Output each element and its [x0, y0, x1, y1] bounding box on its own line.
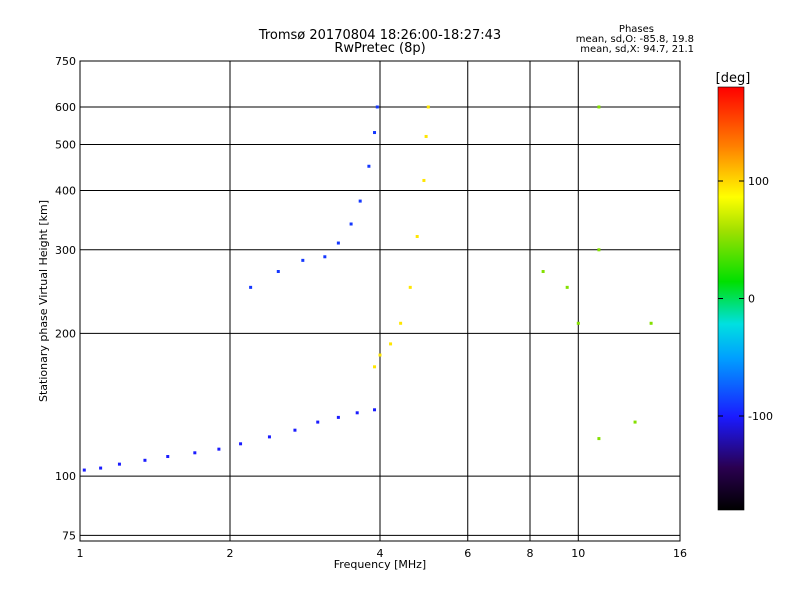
chart-subtitle: RwPretec (8p): [334, 41, 426, 56]
data-point: [541, 270, 545, 274]
data-point: [293, 428, 297, 432]
data-point: [336, 241, 340, 245]
data-point: [633, 420, 637, 424]
data-point: [267, 435, 271, 439]
data-point: [367, 164, 371, 168]
data-point: [193, 451, 197, 455]
y-axis-label: Stationary phase Virtual Height [km]: [37, 200, 50, 402]
grid: [80, 61, 680, 541]
data-point: [597, 105, 601, 109]
colorbar-ticks: 100 0 -100: [718, 175, 773, 423]
data-point: [373, 365, 377, 369]
data-point: [349, 222, 353, 226]
y-tick-label: 600: [55, 101, 76, 114]
y-tick-label: 750: [55, 55, 76, 68]
y-tick-label: 100: [55, 470, 76, 483]
data-point: [239, 442, 243, 446]
chart-title: Tromsø 20170804 18:26:00-18:27:43: [258, 28, 502, 43]
data-point: [143, 458, 147, 462]
x-axis-label: Frequency [MHz]: [334, 558, 426, 571]
y-tick-label: 500: [55, 139, 76, 152]
data-point: [358, 199, 362, 203]
data-point: [649, 321, 653, 325]
data-point: [249, 285, 253, 289]
y-tick-label: 200: [55, 327, 76, 340]
data-point: [375, 105, 379, 109]
data-point: [389, 342, 393, 346]
y-tick-label: 300: [55, 244, 76, 257]
y-tick-label: 75: [62, 529, 76, 542]
x-tick-label: 10: [571, 547, 585, 560]
x-tick-label: 8: [527, 547, 534, 560]
axis-ticks: 1 2 4 6 8 10 16 75 100 200 300 400 500 600 750: [55, 55, 687, 560]
phases-mean-o: mean, sd,O: -85.8, 19.8: [575, 34, 694, 45]
data-point: [422, 178, 426, 182]
data-point: [399, 321, 403, 325]
colorbar-tick-label: -100: [748, 410, 773, 423]
data-point: [117, 462, 121, 466]
data-point: [316, 420, 320, 424]
data-point: [426, 105, 430, 109]
data-points: [82, 105, 653, 472]
data-point: [408, 285, 412, 289]
colorbar-tick-label: 100: [748, 175, 769, 188]
x-tick-label: 16: [673, 547, 687, 560]
plot-frame: [79, 60, 681, 542]
data-point: [597, 437, 601, 441]
data-point: [415, 234, 419, 238]
x-tick-label: 4: [377, 547, 384, 560]
data-point: [373, 131, 377, 135]
data-point: [323, 255, 327, 259]
data-point: [301, 258, 305, 262]
data-point: [373, 408, 377, 412]
phases-mean-x: mean, sd,X: 94.7, 21.1: [580, 44, 694, 55]
data-point: [217, 447, 221, 451]
x-tick-label: 6: [464, 547, 471, 560]
phases-heading: Phases: [618, 24, 654, 35]
colorbar-label: [deg]: [716, 71, 751, 86]
data-point: [82, 468, 86, 472]
data-point: [276, 270, 280, 274]
data-point: [597, 248, 601, 252]
data-point: [565, 285, 569, 289]
data-point: [576, 321, 580, 325]
data-point: [355, 411, 359, 415]
data-point: [336, 415, 340, 419]
data-point: [166, 455, 170, 459]
data-point: [99, 466, 103, 470]
y-tick-label: 400: [55, 185, 76, 198]
colorbar-tick-label: 0: [748, 293, 755, 306]
data-point: [424, 134, 428, 138]
x-tick-label: 1: [77, 547, 84, 560]
data-point: [378, 353, 382, 357]
x-tick-label: 2: [227, 547, 234, 560]
